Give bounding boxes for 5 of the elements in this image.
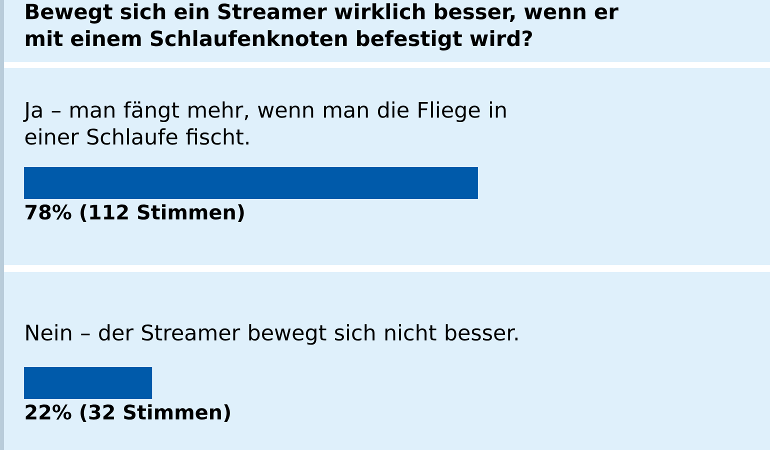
data-label: 22% (32 Stimmen) [26,404,230,422]
y-tick-label: Nein – der Streamer bewegt sich nicht besser. [26,324,518,345]
data-label: 78% (112 Stimmen) [26,204,244,222]
chart-title: Bewegt sich ein Streamer wirklich besser, wenn er mit einem Schlaufenknoten befestigt wird? [26,3,618,51]
y-tick-label: Ja – man fängt mehr, wenn man die Fliege in einer Schlaufe fischt. [23,101,506,145]
